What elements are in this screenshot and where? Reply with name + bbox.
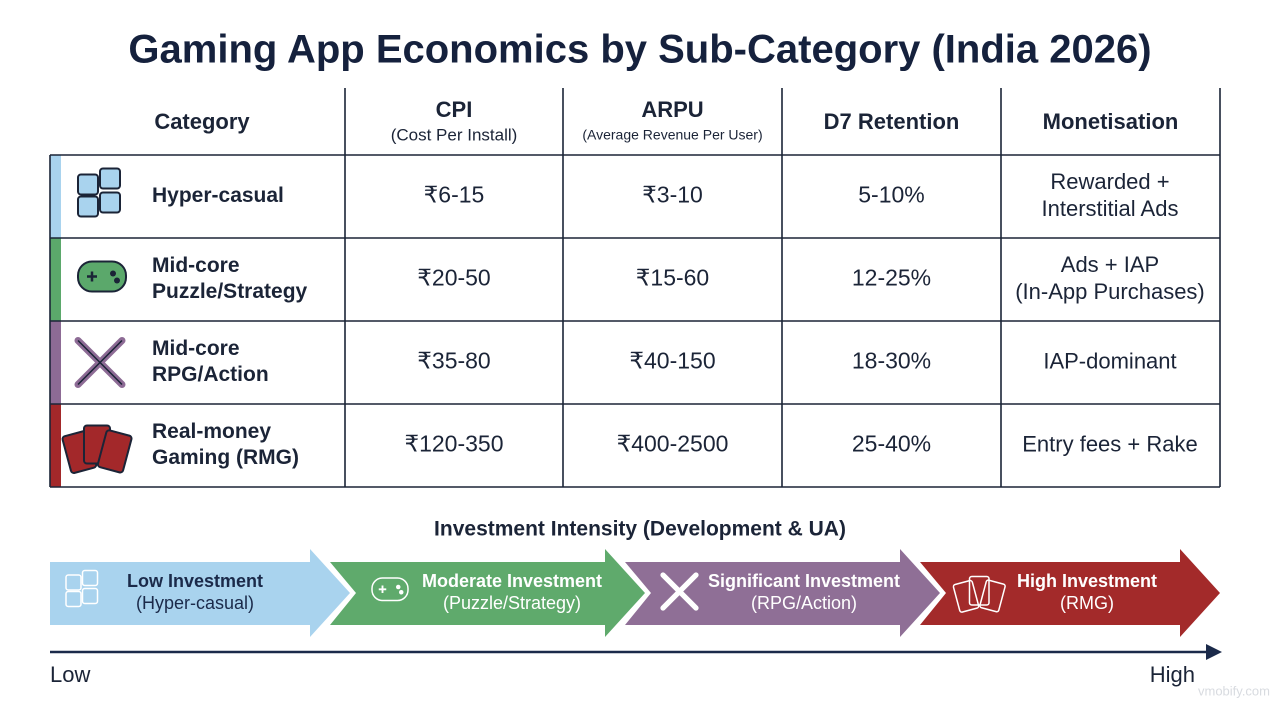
cell-d7: 18-30% xyxy=(852,348,931,374)
cell-monetisation: Interstitial Ads xyxy=(1042,196,1179,221)
cell-cpi: ₹35-80 xyxy=(417,348,490,374)
icon-puzzle-piece xyxy=(99,167,121,190)
cell-monetisation: Ads + IAP xyxy=(1061,252,1159,277)
cell-cpi: ₹120-350 xyxy=(404,431,503,457)
icon-puzzle-piece xyxy=(99,191,121,214)
icon-gamepad-button xyxy=(110,270,116,277)
row-stripe xyxy=(50,404,61,487)
stage-label: High Investment xyxy=(1017,571,1157,591)
investment-arrow xyxy=(50,549,350,637)
stage-label: Moderate Investment xyxy=(422,571,602,591)
row-stripe xyxy=(50,155,61,238)
stage-note: (Puzzle/Strategy) xyxy=(443,593,581,613)
category-name: Gaming (RMG) xyxy=(152,446,299,469)
arrow-icon xyxy=(952,575,1006,613)
icon-sword-edge xyxy=(77,339,123,386)
header-label: D7 Retention xyxy=(824,109,960,134)
category-name: Puzzle/Strategy xyxy=(152,280,308,303)
header-label: Category xyxy=(154,109,250,134)
cell-arpu: ₹3-10 xyxy=(642,182,703,208)
icon-gamepad-cross xyxy=(87,271,97,282)
stage-note: (RPG/Action) xyxy=(751,593,857,613)
cell-monetisation: Entry fees + Rake xyxy=(1022,431,1197,456)
scale-high: High xyxy=(1150,662,1195,687)
stage-note: (Hyper-casual) xyxy=(136,593,254,613)
row-stripe xyxy=(50,321,61,404)
arrow-icon xyxy=(660,572,699,611)
category-name: Mid-core xyxy=(152,254,240,277)
investment-title: Investment Intensity (Development & UA) xyxy=(434,518,846,541)
cell-monetisation: (In-App Purchases) xyxy=(1015,279,1205,304)
category-name: RPG/Action xyxy=(152,363,269,386)
row-stripe xyxy=(50,238,61,321)
category-name: Hyper-casual xyxy=(152,184,284,207)
category-icon xyxy=(77,167,121,218)
header-note: (Cost Per Install) xyxy=(391,125,518,144)
scale-arrowhead xyxy=(1206,644,1222,660)
category-icon xyxy=(74,337,126,388)
icon-gamepad xyxy=(77,260,127,293)
investment-arrow xyxy=(920,549,1220,637)
icon-gamepad-button xyxy=(396,584,401,590)
header-label: Monetisation xyxy=(1043,109,1179,134)
icon-gamepad-button xyxy=(114,277,120,284)
cell-arpu: ₹40-150 xyxy=(629,348,715,374)
icon-card xyxy=(979,579,1006,613)
cell-cpi: ₹20-50 xyxy=(417,265,490,291)
investment-arrow xyxy=(625,549,940,637)
cell-monetisation: IAP-dominant xyxy=(1043,348,1176,373)
icon-puzzle-piece xyxy=(65,574,82,591)
page-title: Gaming App Economics by Sub-Category (In… xyxy=(128,28,1151,72)
investment-arrow xyxy=(330,549,645,637)
icon-gamepad-button xyxy=(399,590,404,595)
icon-card xyxy=(952,579,980,613)
icon-puzzle-piece xyxy=(77,173,99,196)
cell-d7: 5-10% xyxy=(858,182,924,208)
icon-puzzle-piece xyxy=(65,590,82,608)
scale-low: Low xyxy=(50,662,90,687)
watermark: vmobify.com xyxy=(1198,683,1270,698)
category-icon xyxy=(61,424,133,474)
header-label: ARPU xyxy=(641,97,703,122)
cell-monetisation: Rewarded + xyxy=(1050,169,1169,194)
cell-cpi: ₹6-15 xyxy=(424,182,485,208)
stage-label: Low Investment xyxy=(127,571,263,591)
arrow-icon xyxy=(371,577,409,602)
icon-puzzle-piece xyxy=(81,569,99,587)
icon-puzzle-piece xyxy=(77,195,99,218)
icon-puzzle-piece xyxy=(81,587,99,605)
cell-d7: 25-40% xyxy=(852,431,931,457)
icon-gamepad xyxy=(371,577,409,602)
icon-card xyxy=(96,429,133,474)
cell-d7: 12-25% xyxy=(852,265,931,291)
icon-sword-edge xyxy=(662,574,697,609)
header-label: CPI xyxy=(436,97,473,122)
cell-arpu: ₹400-2500 xyxy=(617,431,729,457)
category-name: Mid-core xyxy=(152,337,240,360)
stage-label: Significant Investment xyxy=(708,571,900,591)
category-icon xyxy=(77,260,127,293)
icon-gamepad-cross xyxy=(378,585,387,593)
header-note: (Average Revenue Per User) xyxy=(582,127,762,143)
stage-note: (RMG) xyxy=(1060,593,1114,613)
category-name: Real-money xyxy=(152,420,271,443)
cell-arpu: ₹15-60 xyxy=(636,265,709,291)
arrow-icon xyxy=(65,569,99,608)
